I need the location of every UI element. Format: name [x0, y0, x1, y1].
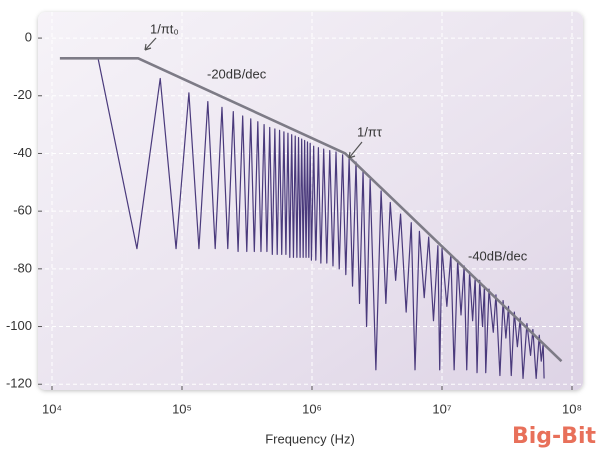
- y-tick-label: -80: [13, 260, 32, 275]
- series-line: [59, 56, 563, 363]
- y-tick-label: -100: [6, 318, 32, 333]
- x-axis-label: Frequency (Hz): [265, 431, 355, 446]
- x-tick-label: 10⁵: [172, 401, 192, 416]
- annotation: -20dB/dec: [207, 66, 267, 81]
- x-tick-label: 10⁶: [302, 401, 322, 416]
- annotation-arrow: [348, 141, 363, 159]
- y-tick-label: -20: [13, 87, 32, 102]
- axes: 0 -20 -40 -60 -80 -100 -120 10⁴ 10⁵ 10⁶ 10⁷ 10⁸: [6, 30, 582, 417]
- y-tick-label: -120: [6, 376, 32, 391]
- series-line: [97, 58, 545, 380]
- y-tick-label: -40: [13, 145, 32, 160]
- y-tick-label: 0: [25, 30, 32, 45]
- annotation: -40dB/dec: [468, 248, 528, 263]
- x-tick-label: 10⁷: [432, 401, 451, 416]
- data: [59, 56, 563, 380]
- watermark: Big-Bit: [512, 424, 596, 449]
- annotation: 1/πτ: [357, 124, 383, 139]
- annotation: 1/πt₀: [150, 21, 179, 36]
- annotation-arrow: [144, 37, 157, 51]
- x-tick-label: 10⁴: [42, 401, 62, 416]
- x-tick-label: 10⁸: [562, 401, 582, 416]
- y-tick-label: -60: [13, 203, 32, 218]
